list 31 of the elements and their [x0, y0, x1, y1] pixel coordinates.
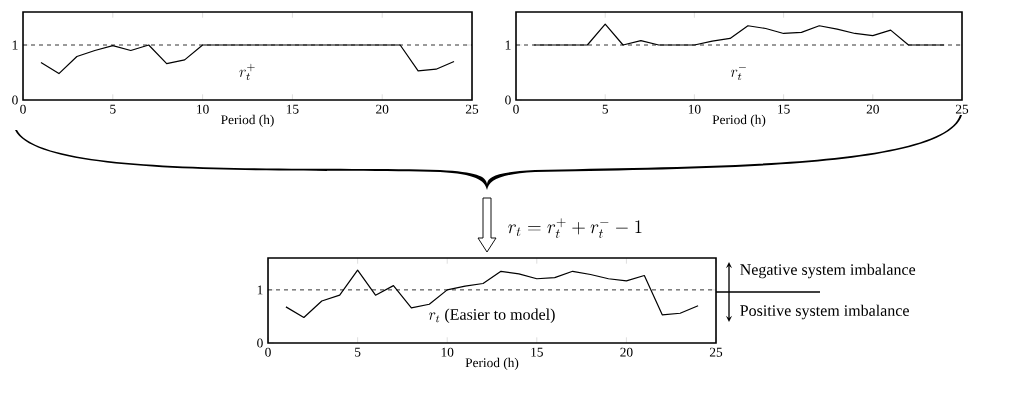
x-tick-label: 10	[688, 104, 701, 114]
y-tick-label: 1	[12, 40, 18, 50]
x-tick-label: 10	[197, 104, 209, 114]
x-tick-label: 20	[620, 347, 633, 357]
x-tick-label: 10	[441, 347, 454, 357]
x-axis-title: Period (h)	[465, 357, 519, 370]
text: $r_t = r_t^+ + r_t^- - 1$	[508, 218, 642, 238]
x-tick-label: 15	[286, 104, 299, 114]
text: Positive system imbalance	[740, 304, 909, 320]
x-tick-label: 20	[866, 104, 879, 114]
x-axis-title: Period (h)	[221, 114, 274, 127]
x-tick-label: 0	[513, 104, 519, 114]
x-tick-label: 5	[355, 347, 361, 357]
text: Negative system imbalance	[740, 263, 916, 279]
annotation: (Easier to model)	[445, 308, 555, 324]
x-tick-label: 5	[110, 104, 116, 114]
x-tick-label: 5	[602, 104, 609, 114]
y-tick-label: 1	[257, 285, 263, 295]
x-tick-label: 0	[265, 347, 271, 357]
x-tick-label: 15	[778, 104, 790, 114]
y-tick-label: 1	[505, 40, 511, 50]
x-tick-label: 0	[20, 104, 26, 114]
x-tick-label: 25	[709, 347, 723, 357]
x-axis-title: Period (h)	[712, 114, 766, 127]
x-tick-label: 25	[465, 104, 479, 114]
series-label: $r_t^+$	[239, 63, 255, 81]
x-tick-label: 15	[531, 347, 543, 357]
series-label: $r_t$	[429, 312, 440, 323]
text: $r_t^-$	[730, 67, 746, 81]
x-tick-label: 25	[955, 104, 969, 114]
x-tick-label: 20	[376, 104, 389, 114]
